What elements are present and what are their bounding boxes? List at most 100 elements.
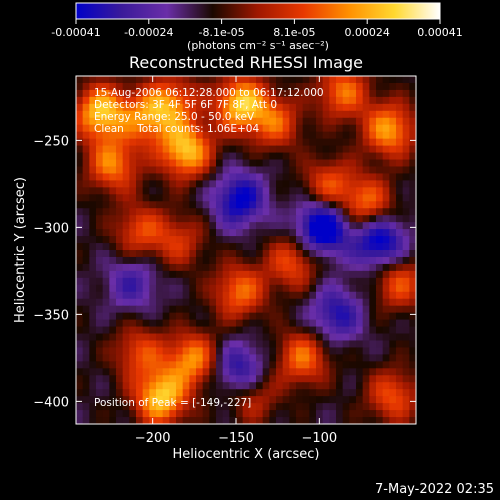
heatmap-cell	[189, 354, 197, 362]
heatmap-cell	[236, 354, 244, 362]
heatmap-cell	[182, 243, 190, 251]
heatmap-cell	[356, 173, 364, 181]
heatmap-cell	[289, 270, 297, 279]
heatmap-cell	[302, 173, 310, 181]
heatmap-cell	[209, 291, 217, 300]
heatmap-cell	[136, 173, 144, 181]
heatmap-cell	[289, 194, 297, 202]
heatmap-cell	[229, 194, 237, 202]
heatmap-cell	[256, 103, 264, 112]
heatmap-cell	[376, 208, 384, 216]
heatmap-cell	[249, 403, 257, 411]
heatmap-cell	[402, 263, 410, 272]
heatmap-cell	[189, 131, 197, 140]
heatmap-cell	[196, 103, 204, 112]
heatmap-cell	[342, 250, 350, 258]
heatmap-cell	[142, 187, 150, 195]
heatmap-cell	[256, 138, 264, 147]
heatmap-cell	[316, 291, 324, 300]
heatmap-cell	[182, 166, 190, 175]
heatmap-cell	[142, 403, 150, 411]
heatmap-cell	[76, 243, 84, 251]
heatmap-cell	[196, 117, 204, 126]
heatmap-cell	[336, 410, 344, 418]
heatmap-cell	[89, 340, 97, 349]
heatmap-cell	[309, 243, 317, 251]
heatmap-cell	[76, 291, 84, 300]
heatmap-cell	[296, 340, 304, 349]
heatmap-cell	[276, 243, 284, 251]
heatmap-cell	[216, 152, 224, 161]
heatmap-cell	[336, 243, 344, 251]
heatmap-cell	[129, 340, 137, 349]
heatmap-cell	[336, 103, 344, 112]
heatmap-cell	[242, 417, 250, 424]
heatmap-cell	[216, 368, 224, 376]
heatmap-cell	[176, 277, 184, 286]
plot-frame	[75, 75, 417, 425]
heatmap-cell	[376, 187, 384, 195]
heatmap-cell	[102, 152, 110, 161]
heatmap-cell	[82, 152, 90, 161]
heatmap-cell	[256, 305, 264, 314]
heatmap-cell	[149, 180, 157, 188]
heatmap-cell	[222, 263, 230, 272]
heatmap-cell	[236, 277, 244, 286]
heatmap-cell	[342, 284, 350, 293]
heatmap-cell	[362, 270, 370, 279]
heatmap-cell	[356, 417, 364, 424]
heatmap-cell	[249, 138, 257, 147]
heatmap-cell	[289, 417, 297, 424]
heatmap-cell	[262, 256, 270, 265]
heatmap-cell	[369, 305, 377, 314]
heatmap-cell	[96, 326, 104, 335]
heatmap-cell	[162, 284, 170, 293]
heatmap-cell	[102, 326, 110, 335]
heatmap-cell	[289, 243, 297, 251]
heatmap-cell	[242, 110, 250, 119]
heatmap-cell	[109, 291, 117, 300]
heatmap-cell	[409, 180, 416, 188]
heatmap-cell	[302, 166, 310, 175]
heatmap-cell	[236, 368, 244, 376]
heatmap-cell	[182, 89, 190, 98]
heatmap-cell	[389, 319, 397, 328]
heatmap-cell	[82, 326, 90, 335]
heatmap-cell	[162, 187, 170, 195]
heatmap-cell	[349, 361, 357, 369]
heatmap-cell	[282, 375, 290, 383]
heatmap-cell	[269, 82, 277, 91]
heatmap-cell	[262, 89, 270, 98]
heatmap-cell	[369, 354, 377, 362]
heatmap-cell	[396, 396, 404, 404]
heatmap-cell	[376, 138, 384, 147]
heatmap-cell	[242, 208, 250, 216]
heatmap-cell	[276, 270, 284, 279]
heatmap-cell	[369, 396, 377, 404]
heatmap-cell	[182, 103, 190, 112]
heatmap-cell	[102, 243, 110, 251]
heatmap-cell	[269, 263, 277, 272]
heatmap-cell	[362, 82, 370, 91]
heatmap-cell	[89, 410, 97, 418]
heatmap-cell	[402, 82, 410, 91]
heatmap-cell	[342, 187, 350, 195]
heatmap-cell	[129, 82, 137, 91]
heatmap-cell	[129, 291, 137, 300]
heatmap-cell	[202, 145, 210, 154]
heatmap-cell	[182, 389, 190, 397]
heatmap-cell	[142, 389, 150, 397]
heatmap-cell	[322, 236, 330, 244]
heatmap-cell	[342, 347, 350, 355]
heatmap-cell	[242, 382, 250, 390]
heatmap-cell	[389, 354, 397, 362]
heatmap-cell	[229, 243, 237, 251]
heatmap-cell	[309, 222, 317, 230]
heatmap-cell	[316, 389, 324, 397]
heatmap-cell	[349, 201, 357, 209]
heatmap-cell	[89, 417, 97, 424]
heatmap-cell	[256, 166, 264, 175]
heatmap-cell	[196, 82, 204, 91]
heatmap-cell	[202, 201, 210, 209]
heatmap-cell	[176, 270, 184, 279]
